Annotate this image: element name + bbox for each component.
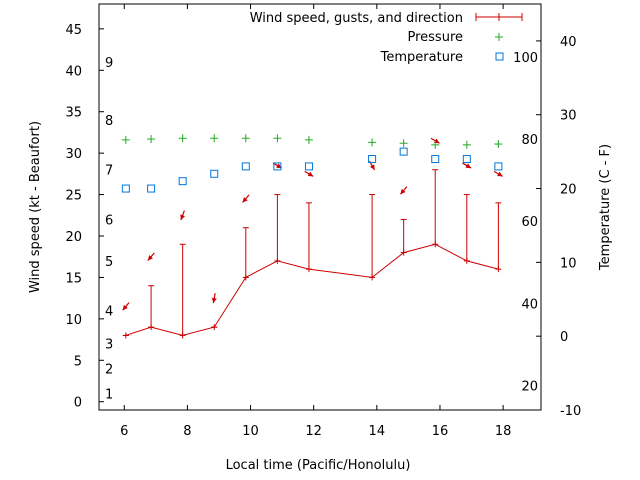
x-tick-label: 12 <box>305 424 322 439</box>
x-axis-label: Local time (Pacific/Honolulu) <box>226 458 411 473</box>
y-tick-label: 0 <box>74 396 82 411</box>
y2-tick-label: 30 <box>560 109 577 124</box>
fahrenheit-label: 80 <box>521 133 538 148</box>
wind-direction-arrow <box>462 162 472 169</box>
y2-tick-label: -10 <box>560 404 581 419</box>
y2-tick-label: 0 <box>560 330 568 345</box>
pressure-point <box>304 135 313 144</box>
x-tick-label: 6 <box>120 424 128 439</box>
x-tick-label: 14 <box>369 424 386 439</box>
beaufort-label: 4 <box>105 305 113 320</box>
y2-tick-label: 10 <box>560 256 577 271</box>
y-tick-label: 40 <box>65 64 82 79</box>
y-tick-label: 10 <box>65 313 82 328</box>
legend-label-pressure: Pressure <box>407 30 463 45</box>
temperature-point <box>304 162 313 171</box>
temperature-point <box>462 155 471 164</box>
y-tick-label: 20 <box>65 230 82 245</box>
x-tick-label: 18 <box>495 424 512 439</box>
pressure-point <box>494 140 503 149</box>
temperature-point <box>210 169 219 178</box>
temperature-point <box>178 177 187 186</box>
x-tick-label: 16 <box>432 424 449 439</box>
y-tick-label: 15 <box>65 271 82 286</box>
y-axis-label: Wind speed (kt - Beaufort) <box>28 121 43 293</box>
pressure-point <box>210 134 219 143</box>
wind-direction-arrow <box>493 170 504 177</box>
fahrenheit-label: 100 <box>513 51 538 66</box>
wind-direction-arrow <box>399 186 408 195</box>
beaufort-label: 9 <box>105 56 113 71</box>
pressure-point <box>178 134 187 143</box>
arrow-head <box>465 163 472 169</box>
arrow-head <box>242 197 248 203</box>
pressure-point <box>399 139 408 148</box>
legend-label-wind: Wind speed, gusts, and direction <box>250 11 463 26</box>
y2-tick-label: 40 <box>560 35 577 50</box>
pressure-point <box>147 135 156 144</box>
wind-direction-arrow <box>180 210 186 221</box>
pressure-point <box>368 138 377 147</box>
temperature-point <box>241 162 250 171</box>
pressure-point <box>273 134 282 143</box>
fahrenheit-label: 20 <box>521 380 538 395</box>
y-tick-label: 5 <box>74 354 82 369</box>
y2-axis-label: Temperature (C - F) <box>598 144 613 271</box>
x-tick-label: 8 <box>183 424 191 439</box>
y-tick-label: 30 <box>65 147 82 162</box>
legend: Wind speed, gusts, and direction Pressur… <box>250 11 523 65</box>
arrow-head <box>369 164 375 170</box>
arrow-head <box>147 255 154 261</box>
pressure-point <box>431 140 440 149</box>
wind-direction-arrow <box>122 302 130 311</box>
legend-label-temperature: Temperature <box>380 50 463 65</box>
legend-sample-pressure <box>495 33 503 41</box>
arrow-head <box>307 171 314 177</box>
beaufort-label: 8 <box>105 114 113 129</box>
arrow-head <box>497 171 503 177</box>
arrow-head <box>276 163 282 169</box>
fahrenheit-label: 40 <box>521 298 538 313</box>
beaufort-label: 3 <box>105 338 113 353</box>
wind-speed-line <box>125 243 499 336</box>
temperature-point <box>273 162 282 171</box>
y-tick-label: 45 <box>65 23 82 38</box>
temperature-point <box>494 162 503 171</box>
arrow-head <box>180 214 186 220</box>
arrow-head <box>211 297 217 304</box>
y-tick-label: 35 <box>65 106 82 121</box>
arrow-head <box>122 304 128 311</box>
legend-sample-temperature <box>495 52 504 61</box>
y-tick-label: 25 <box>65 189 82 204</box>
beaufort-label: 1 <box>105 387 113 402</box>
temperature-point <box>431 155 440 164</box>
wind-direction-arrow <box>242 194 250 203</box>
pressure-point <box>121 135 130 144</box>
arrow-head <box>400 188 406 195</box>
wind-direction-arrow <box>147 252 155 261</box>
pressure-point <box>462 140 471 149</box>
wind-direction-arrow <box>211 293 217 304</box>
temperature-point <box>147 184 156 193</box>
beaufort-label: 7 <box>105 164 113 179</box>
plot-frame <box>98 3 542 411</box>
beaufort-label: 6 <box>105 213 113 228</box>
temperature-point <box>399 147 408 156</box>
temperature-point <box>368 155 377 164</box>
y2-tick-label: 20 <box>560 183 577 198</box>
x-tick-label: 10 <box>242 424 259 439</box>
beaufort-label: 2 <box>105 363 113 378</box>
temperature-point <box>121 184 130 193</box>
wind-direction-arrow <box>272 162 283 169</box>
fahrenheit-label: 60 <box>521 215 538 230</box>
pressure-point <box>241 134 250 143</box>
beaufort-label: 5 <box>105 255 113 270</box>
wind-direction-arrow <box>304 170 314 177</box>
